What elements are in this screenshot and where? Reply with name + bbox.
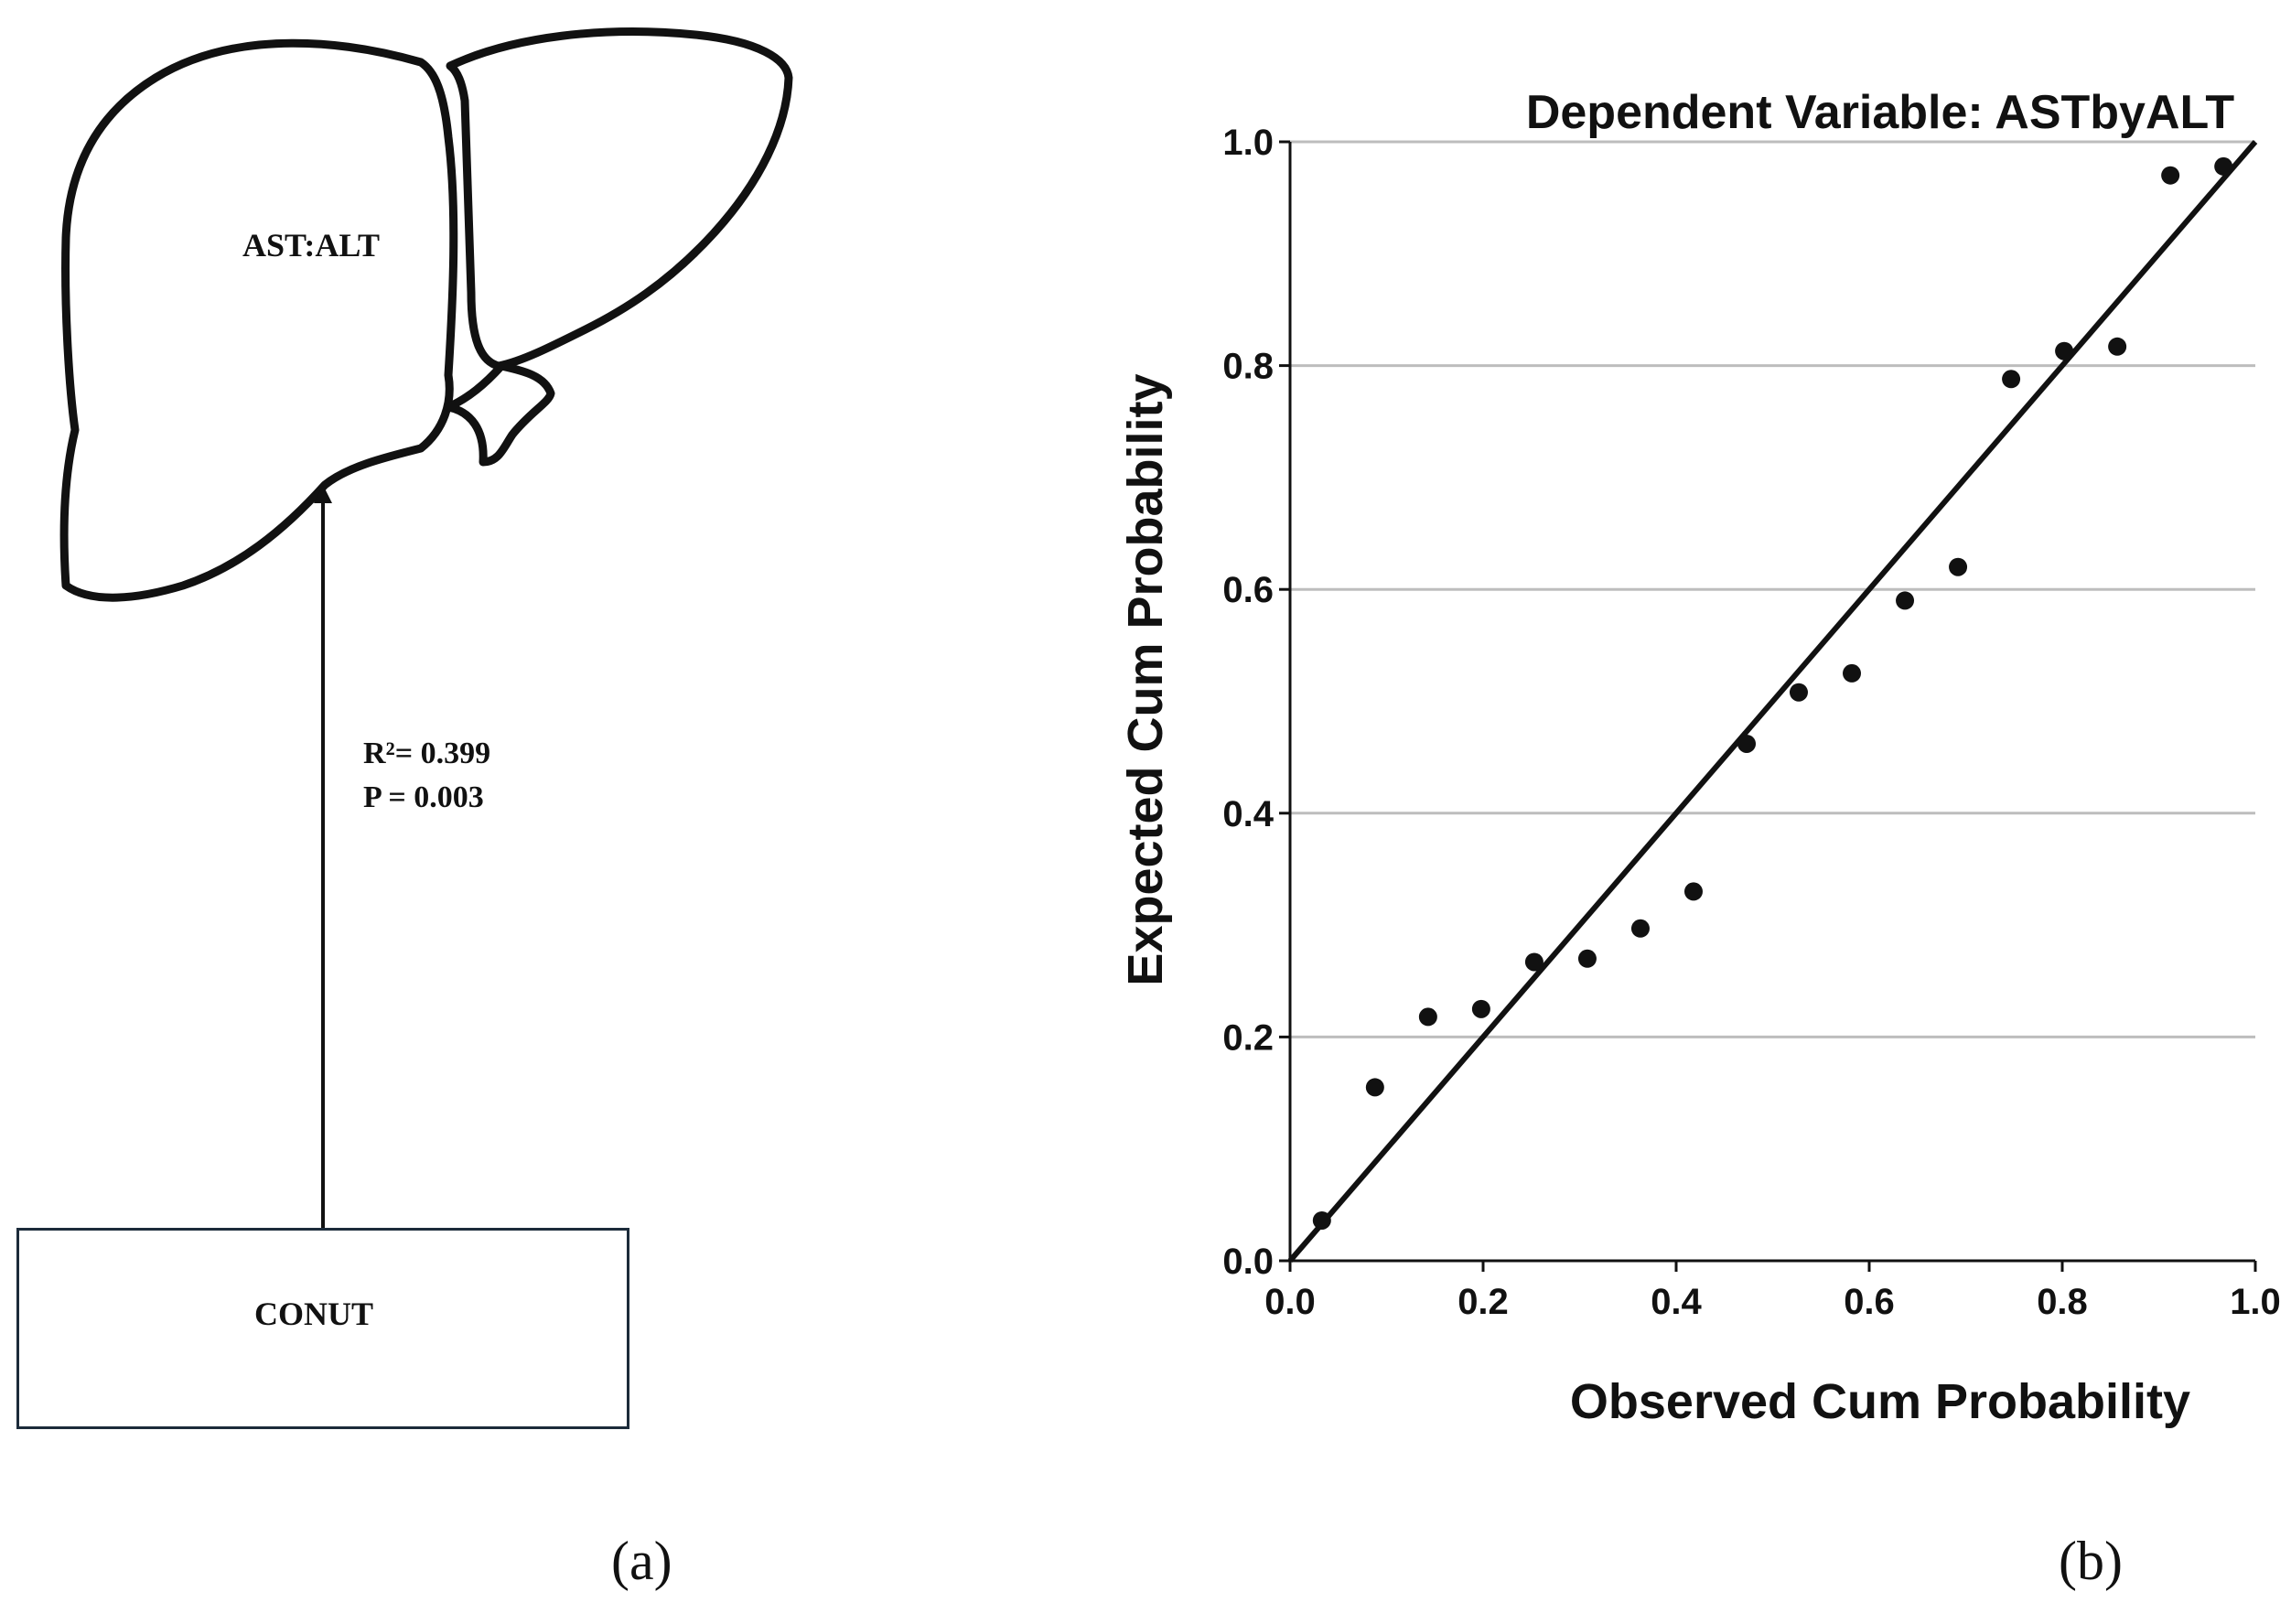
x-axis-title: Observed Cum Probability [1570,1374,2190,1429]
x-tick-label-4: 0.8 [2037,1282,2088,1322]
y-tick-label-5: 1.0 [1222,123,1274,163]
y-axis-title: Expected Cum Probability [1118,373,1173,985]
data-point-8 [1737,734,1757,753]
data-point-13 [2002,370,2021,389]
liver-right-lobe-outline [59,38,458,602]
data-point-17 [2214,156,2233,176]
data-point-1 [1365,1078,1384,1097]
arrow-head [314,485,332,503]
conut-label: CONUT [254,1296,374,1332]
data-point-15 [2108,337,2127,356]
y-tick-label-4: 0.8 [1222,347,1274,387]
data-point-2 [1418,1007,1437,1027]
conut-box: CONUT [16,1228,629,1429]
axes-layer [1288,142,2255,1263]
ticks-layer: 0.0 0.2 0.4 0.6 0.8 1.0 0.0 0.2 0.4 0.6 0.8 1.0 [1222,123,2280,1322]
data-point-10 [1843,663,1862,683]
x-tick-label-0: 0.0 [1264,1282,1316,1322]
p-value-stat: P = 0.003 [363,780,484,814]
x-tick-label-2: 0.4 [1651,1282,1702,1322]
x-tick-label-5: 1.0 [2230,1282,2281,1322]
reference-line-layer [1287,140,2258,1263]
data-point-14 [2055,341,2074,360]
pp-plot-chart: 0.0 0.2 0.4 0.6 0.8 1.0 0.0 0.2 0.4 0.6 0.8 1.0 Dep… [1118,86,2281,1429]
x-tick-label-3: 0.6 [1844,1282,1895,1322]
data-point-7 [1683,882,1703,901]
data-point-5 [1577,949,1597,968]
data-point-12 [1949,557,1968,576]
panel-letter-a: (a) [611,1531,672,1591]
reference-line [1287,140,2258,1263]
y-tick-label-1: 0.2 [1222,1017,1274,1058]
points-layer [1312,156,2233,1230]
y-tick-label-2: 0.4 [1222,794,1274,834]
r-squared-stat: R²= 0.399 [363,737,491,770]
data-point-16 [2161,166,2180,185]
data-point-9 [1789,683,1808,702]
y-tick-label-0: 0.0 [1222,1242,1274,1282]
liver-caudate-lobe-outline [444,361,555,467]
x-tick-label-1: 0.2 [1457,1282,1509,1322]
panel-a: AST:ALT R²= 0.399 P = 0.003 CONUT [0,0,1006,1624]
panel-letter-b: (b) [2059,1531,2123,1591]
liver-diagram [59,27,793,1228]
liver-left-lobe-outline [446,27,793,371]
liver-label: AST:ALT [242,227,381,263]
data-point-6 [1630,919,1650,938]
chart-title: Dependent Variable: ASTbyALT [1526,86,2235,139]
grid-layer [1290,140,2255,1038]
data-point-4 [1524,952,1543,972]
data-point-11 [1896,591,1915,610]
data-point-0 [1312,1210,1331,1230]
data-point-3 [1471,999,1490,1018]
y-tick-label-3: 0.6 [1222,570,1274,610]
